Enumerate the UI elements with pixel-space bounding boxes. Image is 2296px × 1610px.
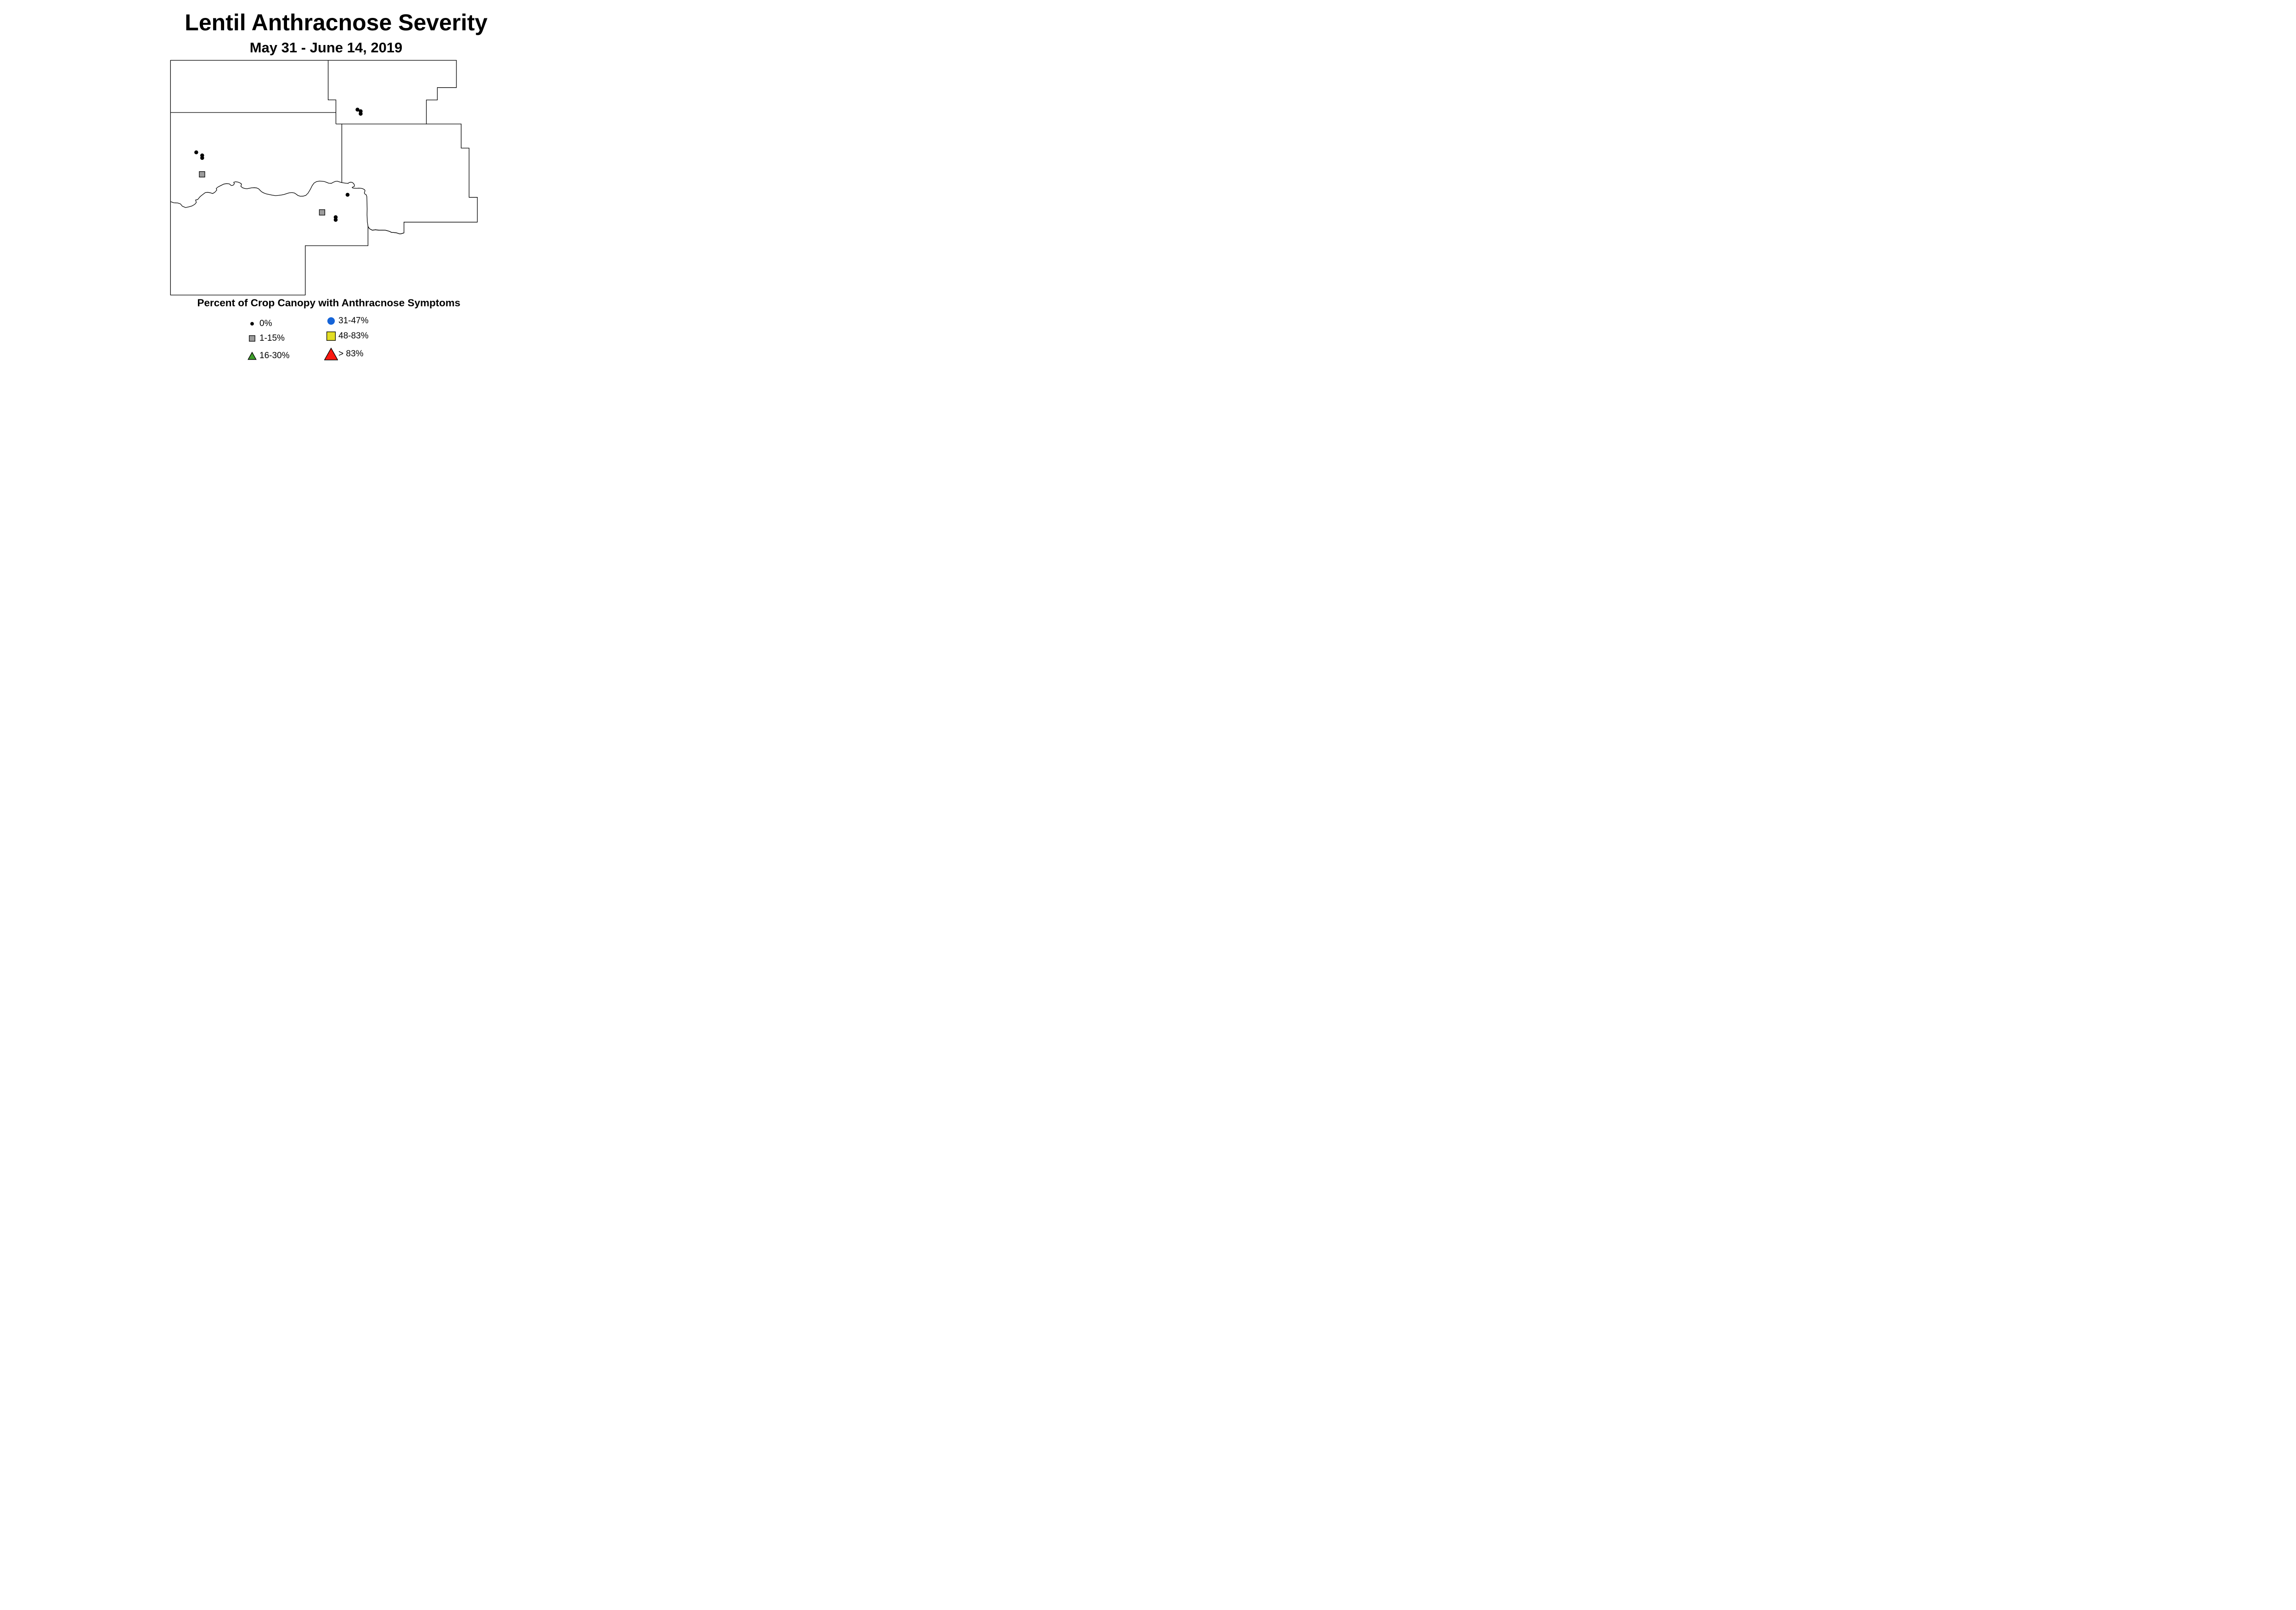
map-point xyxy=(199,171,205,178)
page-subtitle: May 31 - June 14, 2019 xyxy=(249,39,403,56)
legend-item-label: 1-15% xyxy=(259,333,285,343)
legend-item-label: > 83% xyxy=(338,349,364,359)
legend-item-31-47pct: 31-47% xyxy=(324,315,369,327)
legend-item-label: 16-30% xyxy=(259,351,290,360)
map-point xyxy=(319,209,326,216)
legend-item-48-83pct: 48-83% xyxy=(324,330,369,343)
legend-item-label: 31-47% xyxy=(338,316,369,326)
legend-item-0pct: 0% xyxy=(245,317,272,330)
map-outer-boundary xyxy=(170,60,478,296)
river xyxy=(170,180,404,235)
black-dot-icon xyxy=(250,322,254,326)
legend-item-1-15pct: 1-15% xyxy=(245,332,285,345)
page-title: Lentil Anthracnose Severity xyxy=(185,10,488,35)
page: Lentil Anthracnose Severity May 31 - Jun… xyxy=(0,0,710,374)
green-triangle-icon xyxy=(248,351,257,360)
map-point xyxy=(355,107,360,112)
map xyxy=(170,60,478,296)
legend-title: Percent of Crop Canopy with Anthracnose … xyxy=(197,297,461,309)
map-points-layer xyxy=(194,107,363,222)
map-internal-boundaries xyxy=(170,60,427,183)
map-point xyxy=(194,150,198,154)
red-triangle-icon xyxy=(324,348,338,360)
legend-item-label: 48-83% xyxy=(338,331,369,341)
blue-circle-icon xyxy=(327,317,335,325)
map-point xyxy=(359,112,363,116)
map-point xyxy=(345,192,350,197)
map-point xyxy=(333,218,338,222)
gray-square-icon xyxy=(249,335,255,342)
legend-item-gt83pct: > 83% xyxy=(324,348,363,360)
legend-item-label: 0% xyxy=(259,319,272,328)
yellow-square-icon xyxy=(326,331,336,341)
map-point xyxy=(200,156,204,160)
legend-item-16-30pct: 16-30% xyxy=(245,349,290,362)
